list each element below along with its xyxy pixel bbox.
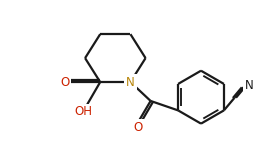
Text: N: N xyxy=(126,76,135,89)
Text: OH: OH xyxy=(75,105,93,118)
Text: O: O xyxy=(61,76,70,89)
Text: N: N xyxy=(245,79,253,92)
Text: O: O xyxy=(133,121,143,134)
